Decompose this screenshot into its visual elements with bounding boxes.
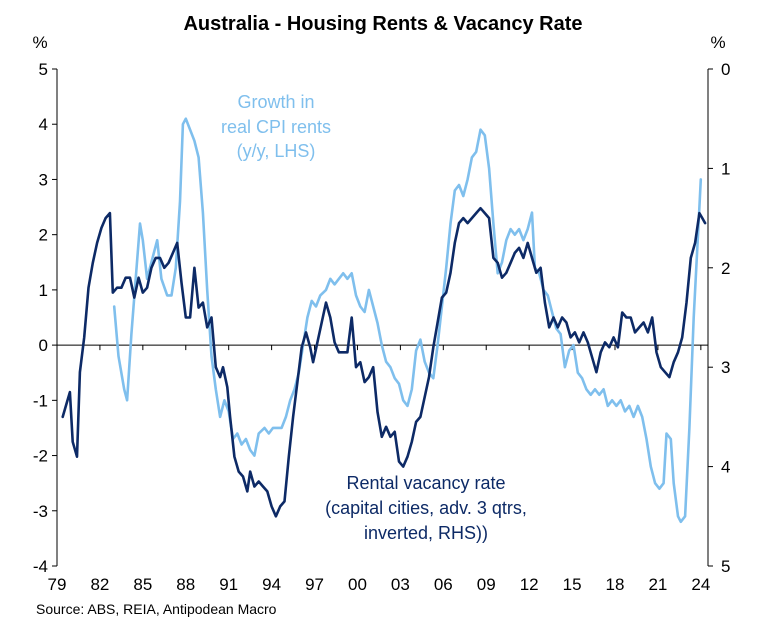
right-tick-label: 2 (721, 259, 730, 278)
x-tick-label: 06 (434, 575, 453, 594)
x-tick-label: 97 (305, 575, 324, 594)
left-axis-ticks: 5 4 3 2 1 0 -1 -2 -3 -4 (33, 60, 57, 576)
x-tick-label: 24 (691, 575, 710, 594)
left-tick-label: 5 (39, 60, 48, 79)
left-tick-label: -4 (33, 557, 48, 576)
x-tick-label: 03 (391, 575, 410, 594)
x-axis-ticks: 79 82 85 88 91 94 97 00 03 06 09 12 15 18 21 24 (48, 345, 710, 594)
x-tick-label: 88 (176, 575, 195, 594)
right-tick-label: 3 (721, 358, 730, 377)
left-tick-label: 0 (39, 336, 48, 355)
x-tick-label: 79 (48, 575, 67, 594)
left-tick-label: 3 (39, 170, 48, 189)
vacancy-label-line-1: Rental vacancy rate (346, 473, 505, 493)
source-note: Source: ABS, REIA, Antipodean Macro (36, 601, 277, 617)
right-tick-label: 0 (721, 60, 730, 79)
x-tick-label: 00 (348, 575, 367, 594)
x-tick-label: 09 (477, 575, 496, 594)
cpi-rents-line (112, 117, 703, 524)
left-tick-label: 1 (39, 281, 48, 300)
x-tick-label: 12 (520, 575, 539, 594)
series-layer (61, 117, 707, 524)
right-tick-label: 5 (721, 557, 730, 576)
left-tick-label: -3 (33, 502, 48, 521)
cpi-annotation: Growth in real CPI rents (y/y, LHS) (221, 92, 331, 161)
vacancy-label-line-3: inverted, RHS)) (364, 523, 488, 543)
left-tick-label: -2 (33, 447, 48, 466)
right-tick-label: 1 (721, 159, 730, 178)
x-tick-label: 91 (219, 575, 238, 594)
right-tick-label: 4 (721, 458, 730, 477)
vacancy-annotation: Rental vacancy rate (capital cities, adv… (325, 473, 527, 543)
x-tick-label: 85 (133, 575, 152, 594)
right-axis-ticks: 0 1 2 3 4 5 (708, 60, 730, 576)
x-tick-label: 94 (262, 575, 281, 594)
cpi-label-line-2: real CPI rents (221, 117, 331, 137)
vacancy-rate-line (61, 206, 707, 518)
left-tick-label: 2 (39, 226, 48, 245)
cpi-label-line-1: Growth in (237, 92, 314, 112)
cpi-label-line-3: (y/y, LHS) (237, 141, 316, 161)
right-axis-unit: % (710, 33, 725, 52)
x-tick-label: 18 (606, 575, 625, 594)
x-tick-label: 82 (90, 575, 109, 594)
chart-title: Australia - Housing Rents & Vacancy Rate (183, 13, 582, 35)
vacancy-label-line-2: (capital cities, adv. 3 qtrs, (325, 498, 527, 518)
x-tick-label: 21 (648, 575, 667, 594)
left-tick-label: 4 (39, 115, 48, 134)
left-tick-label: -1 (33, 391, 48, 410)
x-tick-label: 15 (563, 575, 582, 594)
left-axis-unit: % (32, 33, 47, 52)
